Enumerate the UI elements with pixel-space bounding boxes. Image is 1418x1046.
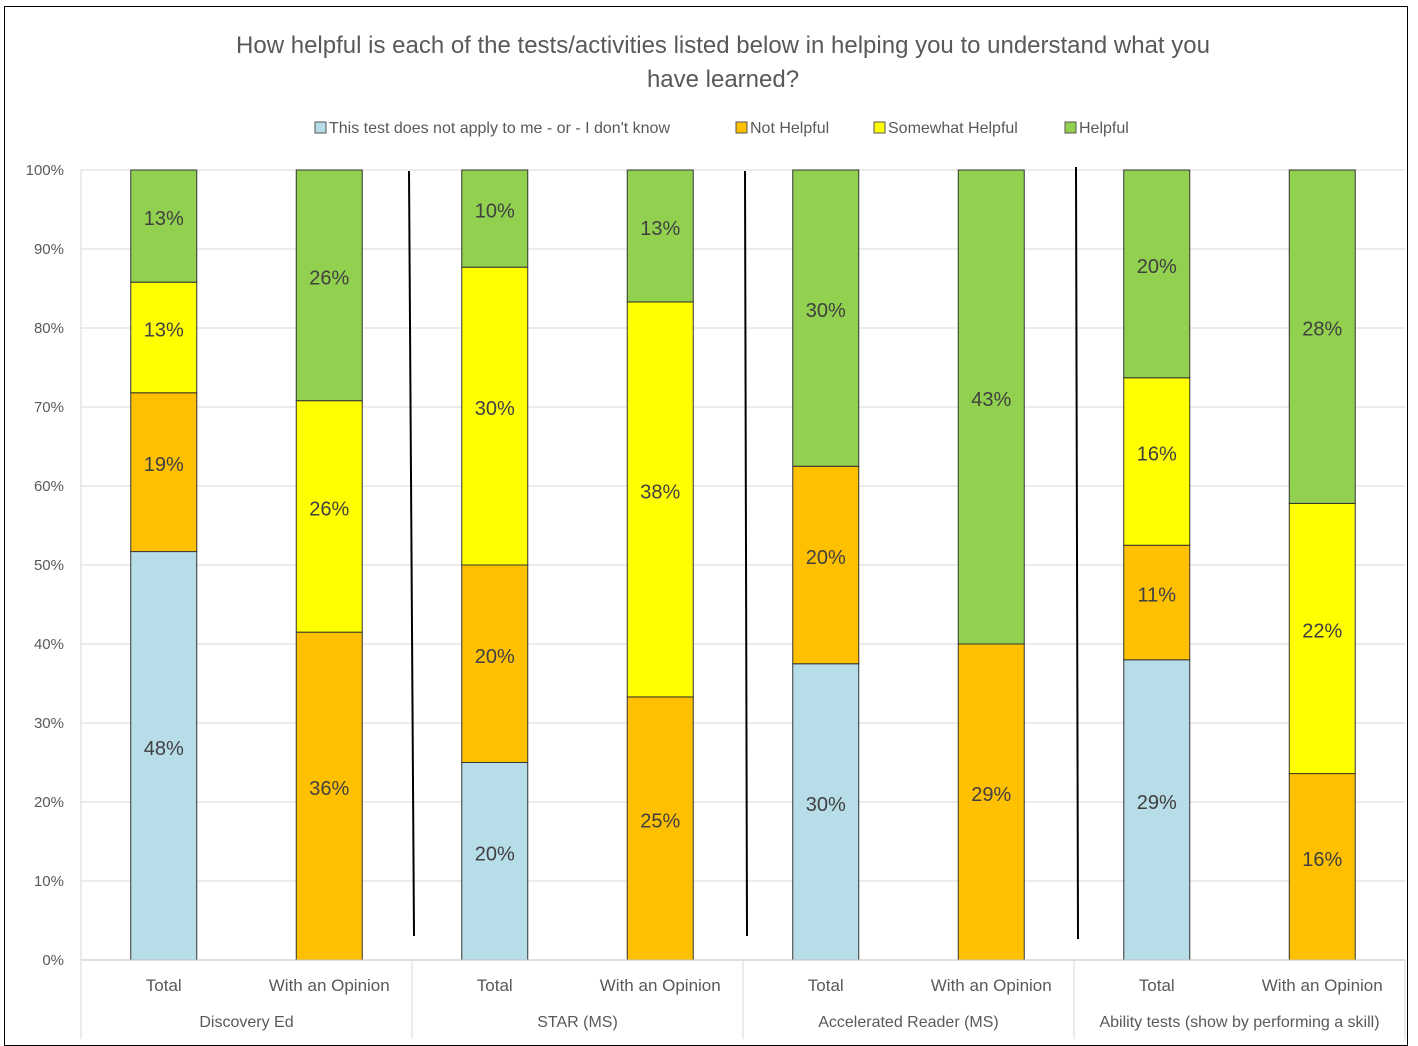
data-label: 20% [1137, 256, 1177, 278]
data-label: 13% [144, 319, 184, 341]
y-tick-label: 80% [34, 320, 64, 337]
data-label: 29% [971, 784, 1011, 806]
x-category-label: With an Opinion [931, 976, 1052, 995]
bar-segment [1123, 659, 1191, 961]
data-label: 30% [806, 794, 846, 816]
x-group-label: STAR (MS) [537, 1014, 618, 1031]
bar-segment [1123, 377, 1191, 546]
data-label: 22% [1302, 620, 1342, 642]
x-category-label: With an Opinion [269, 976, 390, 995]
data-label: 19% [144, 454, 184, 476]
bar-segment [130, 551, 198, 961]
bars [130, 166, 1356, 961]
y-tick-label: 70% [34, 399, 64, 416]
x-category-label: With an Opinion [1262, 976, 1383, 995]
x-group-label: Discovery Ed [199, 1014, 293, 1031]
x-category-label: Total [477, 976, 513, 995]
gridlines [80, 169, 1405, 961]
bar-segment [130, 169, 198, 283]
y-tick-label: 100% [26, 162, 64, 179]
data-label: 16% [1137, 444, 1177, 466]
data-label: 20% [475, 646, 515, 668]
legend-label: Helpful [1079, 120, 1129, 137]
bar-segment [295, 631, 363, 961]
data-label: 20% [475, 843, 515, 865]
bar-segment [1123, 169, 1191, 379]
x-category-label: Total [808, 976, 844, 995]
bar-segment [1288, 502, 1356, 775]
data-label: 26% [309, 267, 349, 289]
chart-title-line: How helpful is each of the tests/activit… [236, 32, 1210, 59]
y-tick-label: 10% [34, 873, 64, 890]
bar-segment [626, 169, 694, 303]
bar-segment [1123, 544, 1191, 661]
data-label: 48% [144, 738, 184, 760]
data-label: 16% [1302, 849, 1342, 871]
bar-segment [295, 400, 363, 633]
bar-segment [957, 169, 1025, 645]
legend-swatch [735, 121, 748, 134]
y-tick-label: 30% [34, 715, 64, 732]
y-tick-label: 40% [34, 636, 64, 653]
x-group-label: Ability tests (show by performing a skil… [1099, 1014, 1379, 1031]
legend-label: This test does not apply to me - or - I … [329, 120, 670, 137]
data-label: 13% [640, 218, 680, 240]
bar-segment [792, 465, 860, 665]
data-label: 38% [640, 481, 680, 503]
chart-frame: How helpful is each of the tests/activit… [4, 6, 1408, 1046]
y-tick-label: 90% [34, 241, 64, 258]
bar-segment [461, 266, 529, 566]
legend-swatch [1064, 121, 1077, 134]
x-axis: Total With an Opinion Total With an Opinion… [80, 959, 1406, 1039]
bar-segment [957, 643, 1025, 961]
data-label: 11% [1137, 585, 1176, 607]
y-tick-label: 20% [34, 794, 64, 811]
bar-segment [461, 762, 529, 961]
group-divider [744, 170, 748, 937]
group-divider [408, 170, 415, 937]
data-label: 26% [309, 498, 349, 520]
bar-segment [130, 392, 198, 553]
x-category-label: Total [1139, 976, 1175, 995]
data-label: 20% [806, 547, 846, 569]
data-label: 29% [1137, 792, 1177, 814]
chart-title-line: have learned? [647, 66, 799, 93]
bar-segment [626, 696, 694, 961]
y-tick-label: 0% [42, 952, 64, 969]
bar-segment [792, 169, 860, 467]
stacked-bar-chart: How helpful is each of the tests/activit… [26, 32, 1406, 1039]
y-axis: 0% 10% 20% 30% 40% 50% 60% 70% 80% 90% 100% [26, 162, 64, 969]
chart-title: How helpful is each of the tests/activit… [236, 32, 1210, 93]
data-label: 25% [640, 810, 680, 832]
bar-segment [626, 301, 694, 698]
legend-swatch [873, 121, 886, 134]
data-label: 28% [1302, 319, 1342, 341]
data-label: 13% [144, 208, 184, 230]
legend-label: Not Helpful [750, 120, 829, 137]
bar-segment [1288, 773, 1356, 961]
bar-segment [461, 169, 529, 268]
data-label: 43% [971, 389, 1011, 411]
bar-segment [295, 169, 363, 402]
legend-swatch [314, 121, 327, 134]
y-tick-label: 50% [34, 557, 64, 574]
data-label: 30% [806, 300, 846, 322]
x-group-label: Accelerated Reader (MS) [818, 1014, 999, 1031]
data-labels: 48% 19% 13% 13% 36% 26% 26% 20% 20% 30% 10% 25% 38% 1… [144, 201, 1343, 871]
legend-label: Somewhat Helpful [888, 120, 1018, 137]
data-label: 36% [309, 778, 349, 800]
group-divider [1075, 166, 1079, 940]
x-category-label: Total [146, 976, 182, 995]
x-category-label: With an Opinion [600, 976, 721, 995]
bar-segment [1288, 169, 1356, 504]
data-label: 30% [475, 398, 515, 420]
legend: This test does not apply to me - or - I … [314, 120, 1129, 137]
data-label: 10% [475, 201, 515, 223]
y-tick-label: 60% [34, 478, 64, 495]
